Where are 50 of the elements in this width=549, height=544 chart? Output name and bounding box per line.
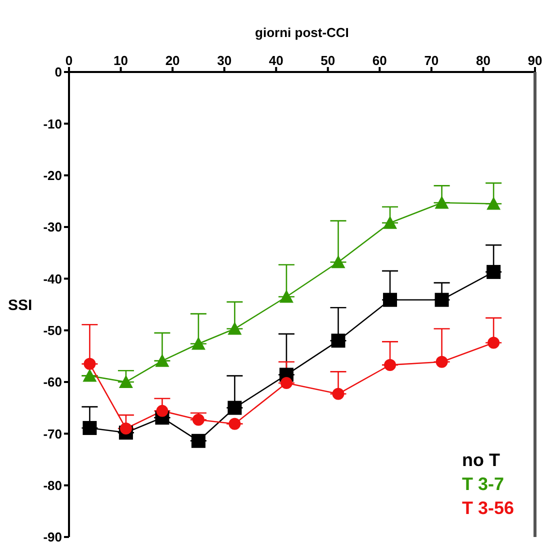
- point: [82, 368, 97, 382]
- y-tick-label: 0: [54, 64, 62, 80]
- x-tick-label: 10: [114, 53, 128, 68]
- point: [434, 292, 449, 307]
- point: [280, 377, 292, 390]
- point: [82, 420, 97, 435]
- x-tick-label: 90: [528, 53, 542, 68]
- x-tick-label: 0: [65, 53, 73, 68]
- point: [488, 336, 500, 349]
- legend: no T T 3-7 T 3-56: [462, 448, 514, 520]
- point: [279, 290, 294, 303]
- point: [228, 322, 242, 335]
- y-tick-label: -40: [43, 271, 62, 286]
- y-tick-label: -30: [43, 220, 62, 235]
- y-tick-label: -80: [43, 478, 62, 493]
- point: [331, 334, 346, 348]
- point: [434, 196, 449, 209]
- point: [383, 292, 398, 307]
- point: [156, 404, 168, 417]
- y-tick-label: -20: [43, 168, 62, 183]
- point: [384, 358, 396, 371]
- y-axis-title: SSI: [8, 296, 32, 314]
- point: [191, 336, 206, 350]
- point: [155, 354, 170, 367]
- x-tick-label: 40: [268, 53, 284, 68]
- point: [436, 356, 448, 368]
- x-tick-label: 20: [165, 53, 180, 68]
- point: [331, 255, 346, 268]
- y-tick-label: -50: [43, 322, 62, 338]
- point: [486, 196, 501, 210]
- x-tick-label: 30: [217, 53, 232, 68]
- y-tick-label: -90: [43, 530, 62, 544]
- point: [228, 400, 242, 415]
- point: [120, 422, 132, 434]
- point: [486, 264, 501, 279]
- x-tick-label: 60: [372, 53, 387, 68]
- point: [228, 418, 241, 430]
- y-tick-label: -60: [43, 374, 62, 390]
- point: [84, 358, 96, 370]
- x-tick-label: 70: [424, 53, 439, 68]
- point: [192, 414, 204, 426]
- point: [332, 388, 344, 400]
- point: [118, 375, 133, 388]
- y-tick-label: -70: [43, 426, 62, 442]
- point: [383, 216, 398, 229]
- x-tick-label: 50: [320, 53, 336, 68]
- point: [191, 434, 206, 448]
- x-axis-title: giorni post-CCI: [255, 25, 349, 40]
- x-tick-label: 80: [476, 53, 490, 68]
- y-tick-label: -10: [43, 116, 62, 132]
